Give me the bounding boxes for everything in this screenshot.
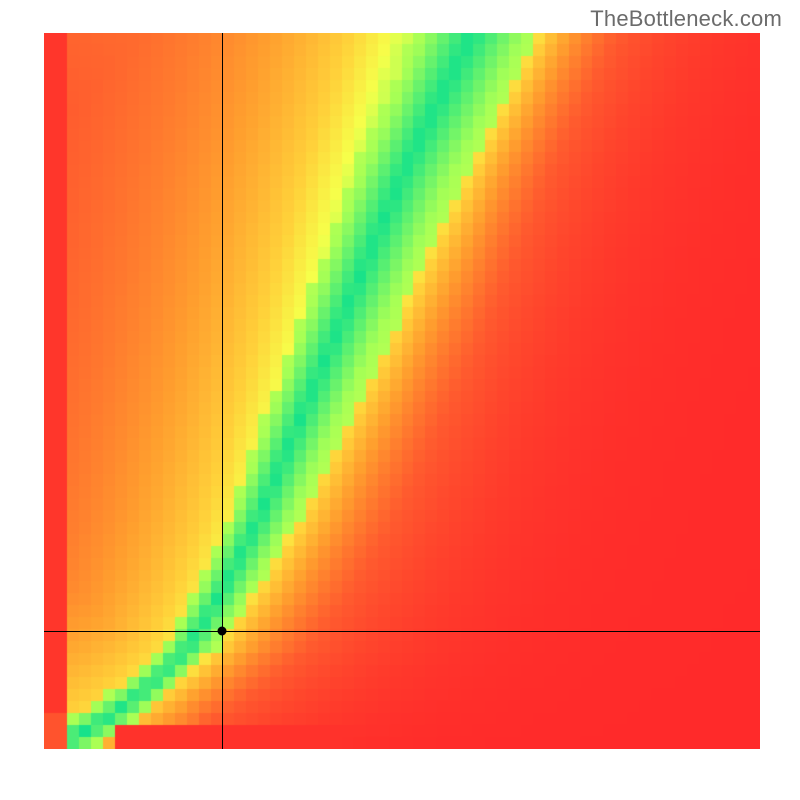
crosshair-vertical [222,33,223,749]
heatmap-canvas [44,33,760,749]
watermark-text: TheBottleneck.com [590,6,782,32]
crosshair-marker [217,626,226,635]
crosshair-horizontal [44,631,760,632]
heatmap-plot [44,33,760,749]
